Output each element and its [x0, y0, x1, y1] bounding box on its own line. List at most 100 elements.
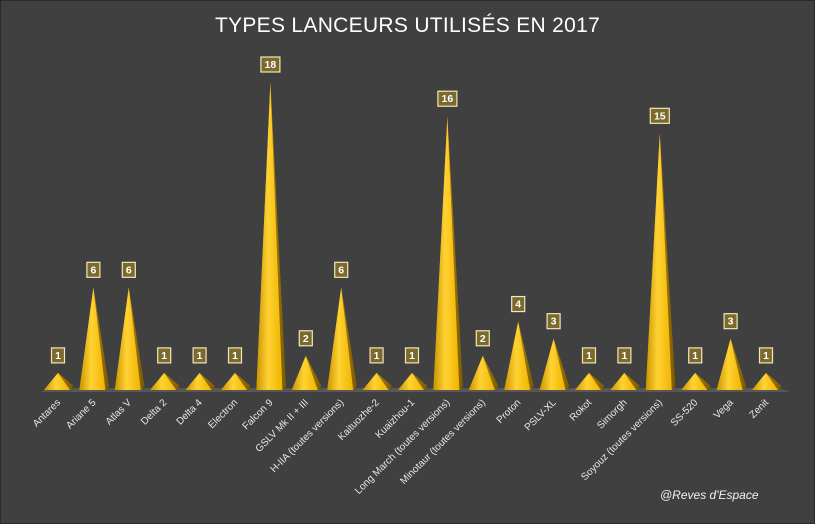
bar-ss-520 [681, 372, 711, 390]
data-label-text: 3 [551, 316, 557, 328]
x-tick-label: Electron [206, 397, 240, 431]
x-tick-label: Rokot [568, 397, 594, 423]
data-label-text: 2 [303, 333, 309, 345]
x-tick-label: Delta 4 [175, 397, 205, 427]
x-tick-label: Vega [712, 397, 736, 421]
bar-side-face [376, 372, 393, 390]
data-label-text: 1 [409, 350, 415, 362]
data-label-box [260, 56, 281, 73]
bar-front-face [362, 372, 389, 390]
bar-side-face [164, 372, 180, 390]
data-label-box [86, 261, 101, 278]
bar-minotaur-toutes-versions [468, 355, 499, 390]
data-label: 1 [157, 347, 172, 364]
bar-side-face [659, 133, 676, 391]
bar-front-face [150, 372, 177, 390]
bar-side-face [695, 372, 711, 390]
data-label: 3 [723, 313, 738, 330]
bar-kuaizhou-1 [398, 372, 428, 390]
x-tick-label: Simorgh [595, 397, 629, 431]
bar-delta-2 [150, 372, 180, 390]
bar-front-face [681, 372, 708, 390]
bar-front-face [645, 133, 672, 391]
data-label-text: 18 [265, 59, 277, 71]
bar-side-face [482, 355, 499, 390]
data-label-box [227, 347, 243, 364]
data-label: 3 [546, 313, 561, 330]
bars-layer [44, 82, 782, 391]
data-label-text: 1 [161, 350, 167, 362]
data-label-text: 1 [55, 350, 61, 362]
bar-side-face [93, 287, 109, 390]
bar-long-march-toutes-versions [433, 116, 463, 390]
bar-side-face [589, 372, 605, 390]
bar-side-face [199, 372, 216, 390]
data-label: 4 [511, 295, 526, 313]
bar-vega [716, 338, 747, 390]
data-label-box [121, 261, 136, 278]
data-label: 2 [298, 330, 313, 347]
x-tick-labels-layer: Antares Ariane 5 Atlas V Delta 2 Delta 4 Elec… [31, 397, 771, 497]
bar-side-face [447, 116, 463, 390]
bar-side-face [341, 287, 357, 390]
bar-front-face [433, 116, 460, 390]
bar-side-face [305, 355, 322, 390]
data-label: 1 [758, 347, 774, 364]
bar-side-face [235, 372, 251, 390]
bar-front-face [44, 372, 70, 390]
bar-front-face [398, 372, 424, 390]
data-label: 6 [334, 261, 349, 278]
data-label-box [581, 347, 597, 364]
bar-front-face [221, 372, 247, 390]
data-label-box [334, 261, 349, 278]
bar-side-face [766, 372, 782, 390]
bar-kaituozhe-2 [362, 372, 393, 390]
data-label-text: 1 [232, 350, 238, 362]
data-label-text: 1 [374, 350, 380, 362]
data-label: 1 [688, 347, 703, 364]
bar-electron [221, 372, 251, 390]
data-label: 16 [437, 90, 458, 107]
data-label-text: 6 [126, 264, 132, 276]
bar-h-iia-toutes-versions [327, 287, 357, 390]
bar-front-face [716, 338, 743, 390]
bar-simorgh [610, 372, 640, 390]
bar-soyouz-toutes-versions [645, 133, 676, 391]
x-tick-label: Delta 2 [139, 397, 169, 427]
x-tick-label: Antares [31, 397, 63, 429]
bar-side-face [270, 82, 286, 390]
data-label: 1 [404, 347, 420, 364]
data-label-text: 6 [90, 264, 96, 276]
data-label: 15 [649, 107, 670, 124]
bar-antares [44, 372, 74, 390]
data-label-box [157, 347, 172, 364]
bar-side-face [518, 321, 534, 390]
data-label: 6 [86, 261, 101, 278]
data-label-box [688, 347, 703, 364]
data-label: 6 [121, 261, 136, 278]
bar-pslv-xl [539, 338, 570, 390]
data-label: 2 [475, 330, 490, 347]
bar-front-face [752, 372, 778, 390]
x-tick-label: PSLV-XL [523, 397, 559, 433]
bar-front-face [575, 372, 601, 390]
data-label-text: 1 [586, 350, 592, 362]
data-label-text: 1 [763, 350, 769, 362]
data-label-box [617, 347, 632, 364]
bar-side-face [553, 338, 570, 390]
bar-side-face [412, 372, 428, 390]
bar-proton [504, 321, 534, 390]
bar-delta-4 [185, 372, 216, 390]
x-tick-label: H-IIA (toutes versions) [269, 397, 347, 475]
data-label-text: 1 [197, 350, 203, 362]
data-label-text: 1 [692, 350, 698, 362]
data-label-text: 1 [621, 350, 627, 362]
bar-front-face [539, 338, 566, 390]
bar-zenit [752, 372, 782, 390]
x-tick-label: SS-520 [669, 397, 701, 429]
data-label-box [475, 330, 490, 347]
bar-front-face [79, 287, 106, 390]
bar-rokot [575, 372, 605, 390]
